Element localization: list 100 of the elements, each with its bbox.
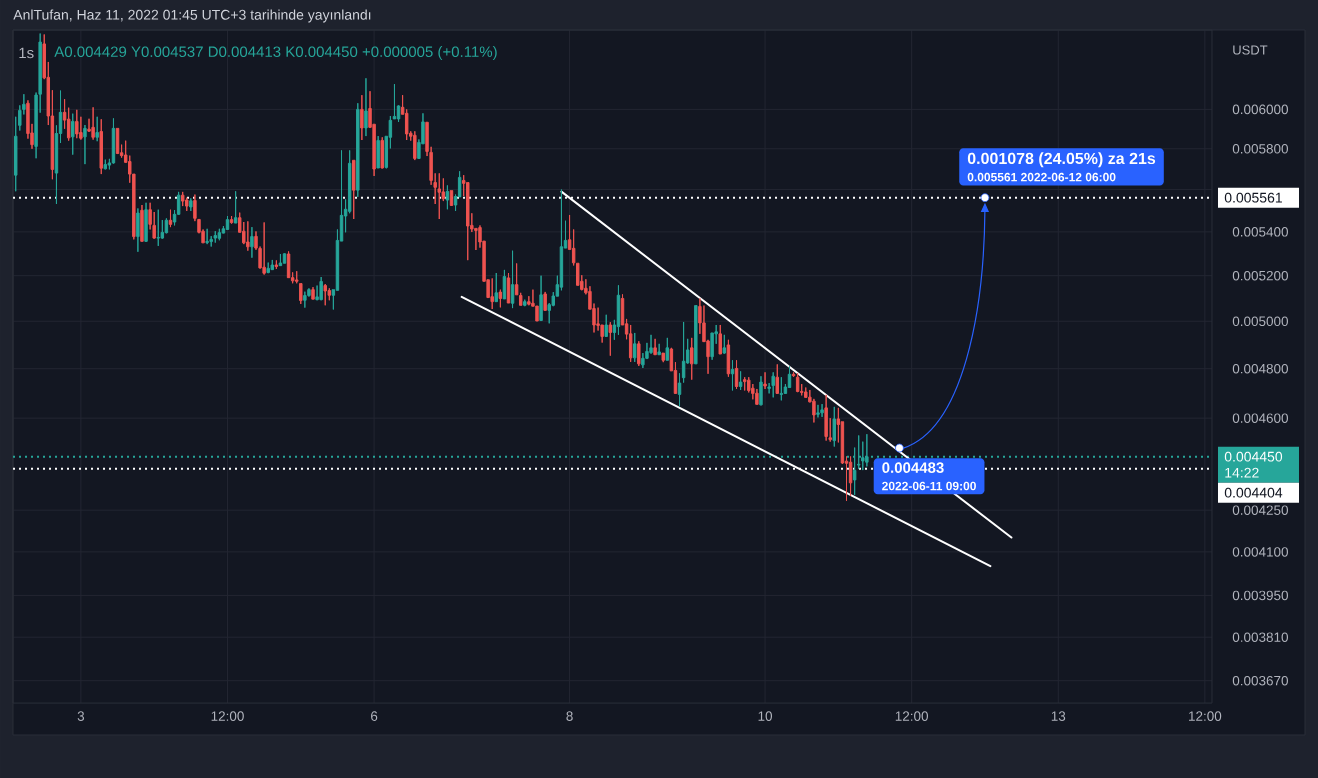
candlestick [376, 135, 380, 169]
candlestick [156, 209, 160, 247]
candlestick [83, 124, 87, 165]
y-tick-label: 0.004600 [1232, 413, 1289, 423]
y-tick-label: 0.005800 [1232, 144, 1289, 154]
candlestick [498, 289, 503, 308]
candlestick [523, 299, 527, 307]
x-tick-label: 12:00 [895, 711, 929, 721]
text: 1s [19, 47, 34, 59]
candlestick [755, 388, 759, 405]
annotation: 0.001078 (24.05%) za 21s [967, 152, 1156, 168]
x-tick-label: 3 [77, 711, 85, 721]
candlestick [352, 159, 356, 220]
candlestick [437, 172, 441, 220]
candlestick [848, 455, 853, 497]
candlestick [229, 215, 234, 225]
y-tick-label: 0.003810 [1232, 632, 1289, 642]
candlestick [14, 116, 18, 192]
candlestick [266, 262, 270, 274]
candlestick [795, 372, 800, 393]
candlestick [637, 340, 641, 367]
candlestick [677, 372, 682, 407]
candlestick [633, 332, 637, 363]
candlestick [250, 226, 254, 259]
text: AnlTufan, Haz 11, 2022 01:45 UTC+3 tarihinde yayınlandı [13, 9, 371, 23]
candlestick [759, 375, 763, 406]
x-tick-label: 10 [758, 711, 773, 721]
y-tick-label: 0.005000 [1232, 316, 1289, 327]
candlestick [718, 324, 722, 355]
candlestick [681, 321, 686, 384]
x-tick-label: 8 [566, 711, 573, 721]
y-tick-label: 0.005400 [1232, 227, 1289, 237]
candlestick [75, 109, 79, 139]
candlestick [278, 253, 283, 267]
candlestick [303, 291, 307, 309]
candlestick [445, 184, 450, 210]
candlestick [327, 287, 332, 301]
candlestick [510, 250, 515, 309]
candlestick [657, 343, 661, 356]
candlestick [820, 403, 824, 418]
candlestick [360, 94, 364, 141]
candlestick [246, 220, 250, 252]
candlestick [763, 371, 767, 390]
candlestick [722, 334, 727, 355]
candlestick [576, 262, 580, 286]
candlestick [824, 394, 828, 442]
candlestick [742, 376, 747, 391]
candlestick [295, 270, 299, 284]
candlestick [364, 77, 368, 137]
candlestick [502, 269, 507, 300]
candlestick [144, 202, 148, 243]
x-tick-label: 13 [1051, 711, 1066, 721]
x-tick-label: 6 [371, 711, 378, 721]
candlestick [816, 404, 820, 418]
candlestick [730, 359, 735, 391]
candlestick [649, 334, 653, 355]
candlestick [865, 433, 869, 467]
y-tick-label: 0.004100 [1232, 547, 1289, 557]
candlestick [665, 337, 670, 361]
candlestick [262, 221, 266, 276]
candlestick [653, 338, 657, 356]
ref-line-label: 0.005561 [1224, 192, 1282, 203]
candlestick [738, 370, 743, 391]
candlestick [217, 228, 222, 241]
candlestick [103, 159, 108, 170]
candlestick [168, 209, 173, 228]
candlestick [694, 305, 698, 365]
candlestick [225, 215, 230, 230]
annotation: 2022-06-11 09:00 [882, 481, 976, 491]
candlestick [791, 371, 796, 378]
candlestick [270, 259, 275, 271]
candlestick [494, 272, 498, 303]
candlestick [233, 190, 238, 224]
candlestick [690, 337, 694, 381]
candlestick [180, 191, 185, 207]
candlestick [319, 276, 323, 301]
y-tick-label: 0.006000 [1232, 104, 1289, 115]
candlestick [775, 363, 779, 394]
candlestick [136, 207, 140, 253]
y-axis-title: USDT [1233, 45, 1268, 55]
candlestick [356, 102, 360, 198]
y-tick-label: 0.003670 [1232, 675, 1289, 686]
candlestick [71, 113, 75, 156]
candlestick [205, 228, 209, 245]
candlestick [413, 130, 417, 161]
y-tick-label: 0.005200 [1232, 270, 1289, 281]
text: 14:22 [1225, 467, 1259, 478]
y-tick-label: 0.004250 [1232, 505, 1289, 515]
candlestick [213, 230, 217, 244]
candlestick [771, 371, 775, 398]
ref-line-label: 0.004450 [1224, 451, 1283, 462]
annotation: 0.004483 [882, 462, 944, 473]
candlestick [140, 204, 144, 242]
candlestick [608, 321, 613, 357]
candlestick [91, 106, 95, 141]
candlestick [392, 83, 397, 120]
y-tick-label: 0.003950 [1232, 590, 1289, 601]
candlestick [661, 352, 665, 363]
annotation: 0.005561 2022-06-12 06:00 [967, 172, 1116, 182]
candlestick [299, 283, 303, 305]
